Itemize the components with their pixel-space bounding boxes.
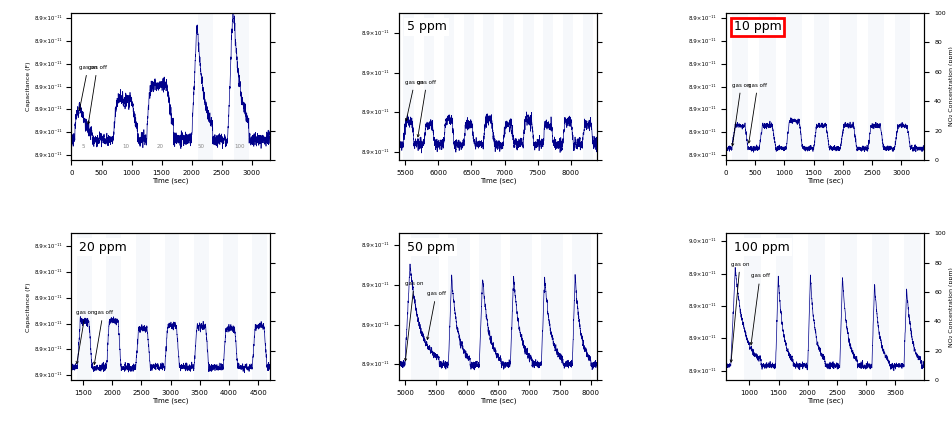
Bar bbox=[582, 13, 592, 160]
X-axis label: Time (sec): Time (sec) bbox=[479, 177, 516, 184]
Bar bbox=[785, 13, 802, 160]
Text: gas off: gas off bbox=[93, 310, 112, 364]
Bar bbox=[479, 233, 501, 380]
Y-axis label: NO₂ Concentration (ppm): NO₂ Concentration (ppm) bbox=[947, 267, 952, 347]
Text: 5 ppm: 5 ppm bbox=[407, 21, 446, 34]
Bar bbox=[867, 13, 883, 160]
Bar bbox=[410, 233, 439, 380]
Bar bbox=[839, 233, 857, 380]
Text: gas on: gas on bbox=[729, 262, 748, 362]
Text: 20 ppm: 20 ppm bbox=[79, 241, 127, 254]
Bar bbox=[871, 233, 888, 380]
Bar bbox=[447, 233, 469, 380]
Y-axis label: Capacitance (F): Capacitance (F) bbox=[27, 62, 31, 111]
Bar bbox=[743, 233, 761, 380]
Bar bbox=[444, 13, 454, 160]
Bar bbox=[731, 13, 747, 160]
Bar bbox=[541, 233, 563, 380]
Text: gas on: gas on bbox=[76, 310, 94, 364]
Bar bbox=[572, 233, 590, 380]
Bar bbox=[197, 13, 212, 160]
Bar bbox=[840, 13, 856, 160]
Text: 50: 50 bbox=[197, 144, 204, 149]
Bar bbox=[107, 233, 121, 380]
Y-axis label: NO₂ Concentration (ppm): NO₂ Concentration (ppm) bbox=[947, 47, 952, 126]
Text: 10 ppm: 10 ppm bbox=[733, 21, 781, 34]
X-axis label: Time (sec): Time (sec) bbox=[152, 177, 188, 184]
Text: gas off: gas off bbox=[426, 291, 446, 340]
Text: gas on: gas on bbox=[79, 65, 97, 110]
Bar bbox=[813, 13, 828, 160]
Y-axis label: Capacitance (F): Capacitance (F) bbox=[27, 282, 31, 332]
Bar bbox=[807, 233, 824, 380]
Bar bbox=[463, 13, 474, 160]
Text: gas on: gas on bbox=[404, 281, 423, 361]
Text: gas on: gas on bbox=[405, 80, 424, 121]
Text: gas on: gas on bbox=[731, 83, 749, 146]
Bar bbox=[165, 233, 179, 380]
Text: gas off: gas off bbox=[88, 65, 107, 124]
Text: 50 ppm: 50 ppm bbox=[407, 241, 454, 254]
Bar bbox=[483, 13, 493, 160]
X-axis label: Time (sec): Time (sec) bbox=[152, 397, 188, 404]
Bar bbox=[252, 233, 267, 380]
X-axis label: Time (sec): Time (sec) bbox=[806, 177, 843, 184]
Bar bbox=[77, 233, 91, 380]
Bar bbox=[894, 13, 909, 160]
Bar bbox=[194, 233, 208, 380]
Bar bbox=[543, 13, 553, 160]
X-axis label: Time (sec): Time (sec) bbox=[806, 397, 843, 404]
Text: 100: 100 bbox=[234, 144, 245, 149]
Bar bbox=[759, 13, 775, 160]
Bar bbox=[403, 13, 413, 160]
Bar bbox=[233, 13, 248, 160]
Text: gas off: gas off bbox=[747, 83, 766, 143]
Bar bbox=[903, 233, 921, 380]
Text: 5: 5 bbox=[82, 144, 85, 149]
Bar bbox=[424, 13, 434, 160]
X-axis label: Time (sec): Time (sec) bbox=[479, 397, 516, 404]
Text: gas off: gas off bbox=[749, 274, 769, 345]
Bar bbox=[562, 13, 573, 160]
Text: 20: 20 bbox=[156, 144, 163, 149]
Bar bbox=[775, 233, 792, 380]
Bar bbox=[223, 233, 237, 380]
Bar bbox=[135, 233, 150, 380]
Text: 10: 10 bbox=[122, 144, 129, 149]
Text: 100 ppm: 100 ppm bbox=[733, 241, 789, 254]
Bar bbox=[510, 233, 531, 380]
Bar bbox=[503, 13, 513, 160]
Bar bbox=[523, 13, 533, 160]
Text: gas off: gas off bbox=[417, 80, 436, 137]
